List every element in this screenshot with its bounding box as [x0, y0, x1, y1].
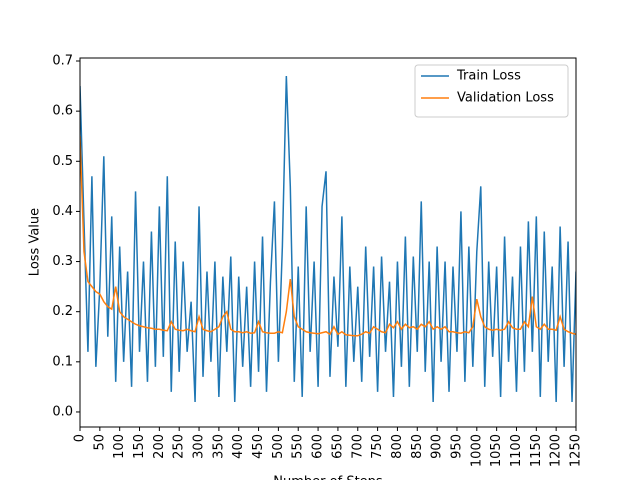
x-tick-label: 1100	[509, 434, 524, 467]
series-line	[80, 136, 576, 337]
x-tick-label: 1200	[549, 434, 564, 467]
x-tick-label: 450	[251, 434, 266, 459]
x-tick-label: 1150	[529, 434, 544, 467]
x-tick-label: 300	[192, 434, 207, 459]
y-tick-label: 0.5	[52, 154, 73, 169]
plot-frame	[79, 57, 577, 428]
x-tick-label: 50	[92, 434, 107, 451]
y-tick-label: 0.4	[52, 204, 73, 219]
x-tick-label: 950	[449, 434, 464, 459]
x-tick-label: 800	[390, 434, 405, 459]
y-tick-label: 0.1	[52, 354, 73, 369]
y-axis-label: Loss Value	[28, 208, 43, 276]
x-tick-label: 400	[231, 434, 246, 459]
x-tick-label: 0	[73, 434, 88, 442]
series-line	[80, 76, 576, 402]
x-tick-label: 150	[132, 434, 147, 459]
x-axis-label: Number of Steps	[273, 475, 383, 480]
y-tick-label: 0.0	[52, 404, 73, 419]
x-tick-label: 750	[370, 434, 385, 459]
x-tick-label: 700	[350, 434, 365, 459]
y-tick-label: 0.3	[52, 254, 73, 269]
x-tick-label: 250	[172, 434, 187, 459]
x-tick-label: 850	[410, 434, 425, 459]
x-tick-label: 1050	[489, 434, 504, 467]
x-tick-label: 1250	[569, 434, 584, 467]
x-tick-label: 350	[211, 434, 226, 459]
legend-box	[414, 64, 569, 118]
x-tick-label: 600	[311, 434, 326, 459]
x-tick-label: 550	[291, 434, 306, 459]
y-tick-label: 0.2	[52, 304, 73, 319]
legend-label: Validation Loss	[457, 91, 554, 106]
x-tick-label: 1000	[469, 434, 484, 467]
x-tick-label: 200	[152, 434, 167, 459]
y-tick-label: 0.6	[52, 104, 73, 119]
x-tick-label: 100	[112, 434, 127, 459]
legend-label: Train Loss	[456, 69, 521, 84]
x-tick-label: 500	[271, 434, 286, 459]
y-tick-label: 0.7	[52, 54, 73, 69]
x-tick-label: 650	[330, 434, 345, 459]
x-tick-label: 900	[430, 434, 445, 459]
